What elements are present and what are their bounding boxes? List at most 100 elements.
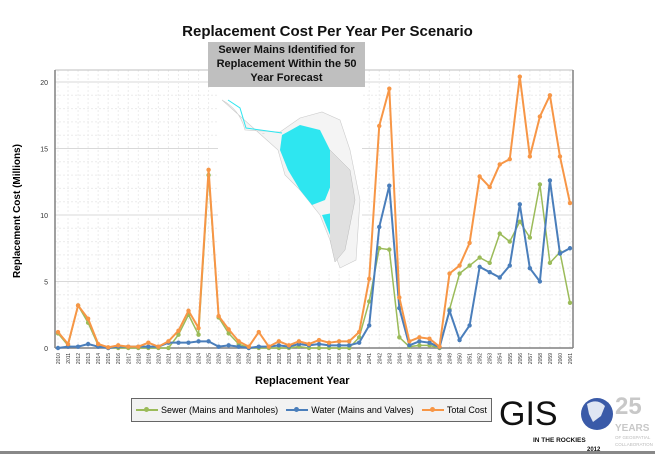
x-tick-label: 2022 — [176, 353, 182, 364]
data-point-sewer — [226, 331, 231, 336]
data-point-sewer — [356, 335, 362, 340]
x-tick-label: 2018 — [136, 353, 142, 364]
data-point-total — [336, 339, 342, 344]
data-point-total — [407, 339, 412, 344]
svg-text:OF GEOSPATIAL: OF GEOSPATIAL — [615, 435, 651, 440]
data-point-sewer — [417, 343, 422, 348]
data-point-total — [557, 154, 563, 159]
data-point-sewer — [166, 345, 171, 351]
x-tick-label: 2038 — [337, 353, 343, 364]
x-tick-label: 2031 — [267, 353, 273, 364]
x-tick-label: 2054 — [498, 353, 504, 364]
data-point-water — [85, 341, 91, 347]
data-point-water — [377, 224, 382, 230]
data-point-water — [537, 279, 543, 284]
x-tick-label: 2045 — [407, 353, 413, 364]
data-point-total — [216, 313, 221, 319]
data-point-total — [256, 329, 261, 335]
legend-item-water: Water (Mains and Valves) — [286, 405, 414, 415]
x-tick-label: 2037 — [327, 353, 333, 364]
data-point-sewer — [397, 335, 402, 340]
data-point-total — [55, 329, 61, 335]
data-point-total — [85, 316, 91, 321]
legend-swatch-total — [421, 407, 444, 412]
data-point-total — [517, 74, 523, 79]
x-tick-label: 2059 — [548, 353, 554, 364]
data-point-water — [467, 323, 472, 328]
data-point-water — [256, 344, 261, 349]
data-point-water — [367, 323, 372, 328]
data-point-total — [296, 339, 302, 344]
x-axis-label: Replacement Year — [255, 375, 350, 387]
x-tick-label: 2035 — [307, 353, 313, 364]
y-tick-label: 20 — [40, 80, 48, 87]
x-tick-label: 2011 — [66, 353, 72, 364]
x-tick-label: 2017 — [126, 353, 132, 364]
data-point-water — [457, 337, 462, 343]
data-point-water — [487, 269, 492, 275]
data-point-total — [346, 339, 352, 344]
data-point-sewer — [507, 239, 512, 244]
series-line-total — [57, 75, 571, 349]
data-point-total — [427, 336, 432, 341]
data-point-water — [176, 340, 181, 345]
legend: Sewer (Mains and Manholes) Water (Mains … — [131, 398, 492, 422]
data-point-total — [367, 276, 372, 282]
x-tick-label: 2023 — [187, 353, 193, 364]
data-point-water — [507, 263, 512, 268]
svg-text:YEARS: YEARS — [615, 423, 650, 434]
x-tick-label: 2040 — [357, 353, 363, 364]
x-tick-label: 2024 — [197, 353, 203, 364]
x-tick-label: 2033 — [287, 353, 293, 364]
data-point-total — [266, 344, 272, 349]
series-total — [55, 74, 573, 350]
legend-item-sewer: Sewer (Mains and Manholes) — [136, 405, 278, 415]
data-point-water — [216, 344, 221, 349]
data-point-total — [75, 303, 81, 308]
legend-swatch-water — [286, 407, 309, 412]
x-tick-labels: 2010 2011 2012 2013 2014 2015 2016 2017 2018 2019… — [56, 353, 574, 364]
data-point-water — [316, 341, 322, 347]
data-point-water — [226, 343, 231, 348]
data-point-water — [346, 343, 352, 348]
x-tick-label: 2056 — [518, 353, 524, 364]
inset-map-label: ... — [262, 131, 265, 135]
inset-caption: Sewer Mains Identified for Replacement W… — [208, 42, 365, 87]
data-point-sewer — [537, 182, 543, 187]
y-tick-label: 10 — [40, 213, 48, 220]
x-tick-label: 2013 — [86, 353, 92, 364]
data-point-total — [467, 240, 472, 246]
data-point-total — [527, 154, 533, 159]
x-tick-label: 2044 — [397, 353, 403, 364]
data-point-total — [206, 167, 211, 172]
data-point-water — [75, 344, 81, 349]
data-point-water — [276, 343, 282, 348]
x-tick-label: 2049 — [448, 353, 454, 364]
x-tick-label: 2052 — [478, 353, 484, 364]
data-point-total — [417, 335, 422, 340]
data-point-sewer — [387, 247, 392, 252]
legend-label: Water (Mains and Valves) — [311, 405, 414, 415]
data-point-water — [146, 344, 151, 349]
data-point-sewer — [497, 231, 502, 236]
legend-swatch-sewer — [136, 407, 159, 412]
legend-label: Total Cost — [446, 405, 487, 415]
data-point-total — [437, 344, 442, 349]
data-point-water — [547, 178, 553, 183]
data-point-total — [166, 339, 171, 344]
x-tick-label: 2012 — [76, 353, 82, 364]
x-tick-label: 2061 — [568, 353, 574, 364]
data-point-sewer — [527, 235, 533, 240]
x-tick-label: 2051 — [468, 353, 474, 364]
data-point-water — [527, 266, 533, 271]
data-point-sewer — [567, 300, 573, 305]
data-point-total — [146, 340, 151, 345]
data-point-sewer — [477, 255, 482, 260]
x-tick-label: 2034 — [297, 353, 303, 364]
series-line-water — [57, 179, 571, 349]
data-point-water — [206, 339, 211, 344]
data-point-sewer — [176, 332, 181, 337]
x-tick-label: 2036 — [317, 353, 323, 364]
